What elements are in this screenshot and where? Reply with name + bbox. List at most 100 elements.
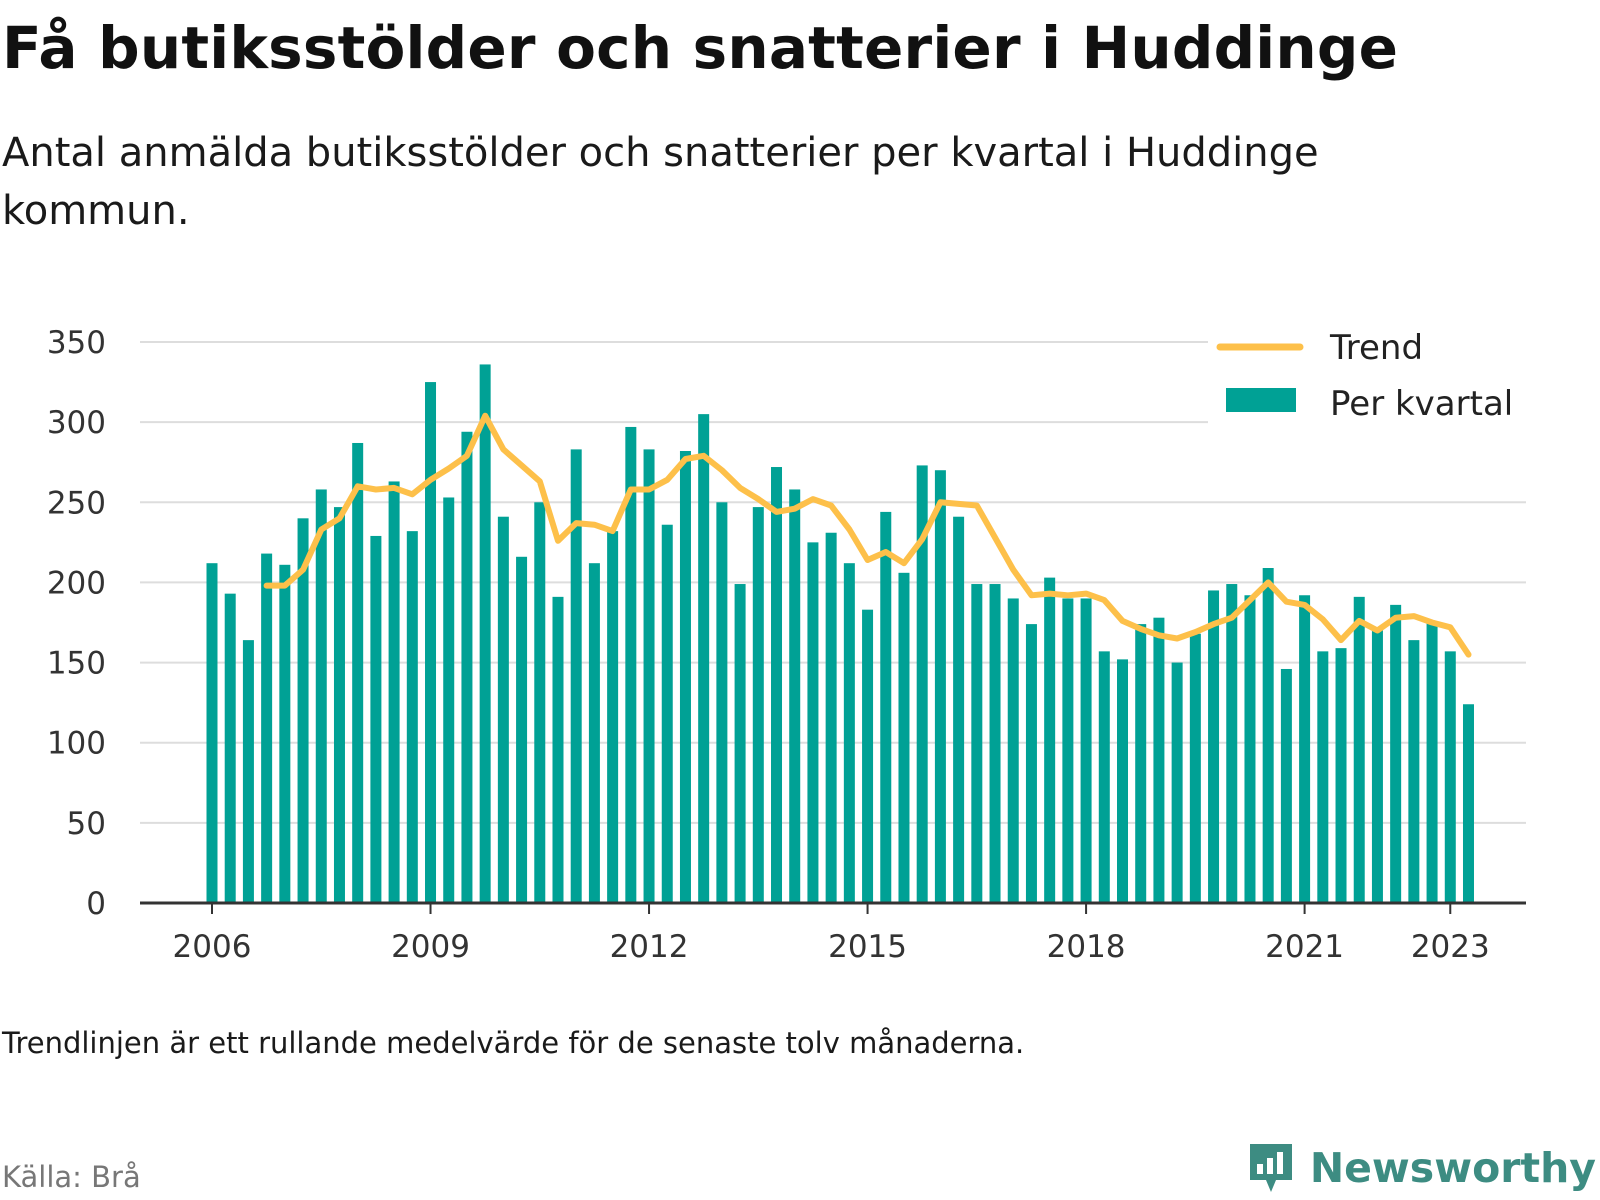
x-tick-label: 2006 <box>173 929 252 965</box>
bar <box>643 449 655 903</box>
bar <box>880 511 892 903</box>
trend-line-layer <box>263 412 1472 658</box>
bar <box>1208 590 1220 903</box>
footnote: Trendlinjen är ett rullande medelvärde f… <box>2 1026 1025 1060</box>
bar <box>242 640 254 903</box>
bar <box>716 502 728 903</box>
bar <box>771 467 783 903</box>
bar <box>516 556 528 903</box>
bar <box>1371 630 1383 903</box>
bar <box>425 382 437 903</box>
bar <box>479 364 491 903</box>
newsworthy-logo-icon <box>1249 1144 1292 1192</box>
bar <box>552 596 564 903</box>
bar <box>898 572 910 903</box>
bar <box>1062 598 1074 903</box>
bar <box>1117 659 1128 903</box>
bar <box>971 584 983 903</box>
bar <box>279 564 291 903</box>
bar <box>1426 622 1438 903</box>
bar <box>1353 596 1365 903</box>
source-label: Källa: Brå <box>2 1160 141 1194</box>
bar <box>352 442 364 903</box>
legend: Trend Per kvartal <box>1208 320 1538 438</box>
bar <box>1262 568 1274 903</box>
bar <box>916 465 928 903</box>
bar <box>1444 651 1456 903</box>
y-tick-label: 50 <box>67 806 106 842</box>
bar <box>206 563 218 903</box>
y-tick-label: 300 <box>47 405 106 441</box>
chart-title: Få butiksstölder och snatterier i Huddin… <box>2 14 1399 82</box>
chart: 0 50 100 150 200 250 300 350 2006 2009 2012 2015 20… <box>47 320 1538 965</box>
bar <box>443 497 455 903</box>
bar <box>497 516 509 903</box>
bar <box>825 532 837 903</box>
bar <box>679 450 691 903</box>
bar <box>989 584 1001 903</box>
bar <box>224 593 236 903</box>
bar <box>1335 648 1347 903</box>
brand-logo: Newsworthy <box>1246 1140 1596 1196</box>
bar <box>534 502 546 903</box>
bar <box>953 516 965 903</box>
bar <box>934 470 946 903</box>
bar <box>661 524 673 903</box>
y-tick-label: 350 <box>47 325 106 361</box>
bar <box>862 609 874 903</box>
bar <box>698 414 710 903</box>
legend-bar-label: Per kvartal <box>1330 384 1513 424</box>
bar <box>607 531 619 903</box>
x-tick-label: 2012 <box>610 929 689 965</box>
bar <box>1317 651 1329 903</box>
bar <box>752 507 764 903</box>
trend-line <box>263 412 1472 658</box>
bar <box>570 449 582 903</box>
bar <box>1244 595 1256 903</box>
bar <box>297 518 309 903</box>
legend-bar-swatch <box>1226 388 1296 412</box>
bar <box>1171 662 1183 903</box>
bar <box>388 481 400 903</box>
x-tick-label: 2018 <box>1047 929 1126 965</box>
bar <box>734 584 746 903</box>
y-axis-ticks: 0 50 100 150 200 250 300 350 <box>47 325 106 922</box>
bar <box>1189 633 1201 903</box>
bar <box>588 563 600 903</box>
bar <box>625 426 637 903</box>
bar <box>1025 624 1037 903</box>
y-tick-label: 200 <box>47 565 106 601</box>
x-axis-ticks: 2006 2009 2012 2015 2018 2021 2023 <box>173 903 1490 965</box>
y-tick-label: 100 <box>47 726 106 762</box>
y-tick-label: 0 <box>86 886 106 922</box>
bar <box>1408 640 1420 903</box>
bar <box>1007 598 1019 903</box>
bar <box>1280 668 1292 903</box>
bar <box>1226 584 1238 903</box>
chart-subtitle: Antal anmälda butiksstölder och snatteri… <box>2 130 1319 234</box>
bar <box>406 531 418 903</box>
bar <box>807 542 819 903</box>
bar <box>461 431 473 903</box>
bar <box>1044 577 1056 903</box>
legend-trend-label: Trend <box>1329 328 1423 368</box>
bar <box>843 563 855 903</box>
bar <box>1390 604 1402 903</box>
x-tick-label: 2009 <box>391 929 470 965</box>
bar <box>1462 704 1474 903</box>
bar <box>1153 617 1165 903</box>
bar <box>1080 598 1092 903</box>
bar <box>1098 651 1110 903</box>
bar <box>789 489 801 903</box>
x-tick-label: 2021 <box>1265 929 1344 965</box>
y-tick-label: 150 <box>47 646 106 682</box>
bars <box>206 364 1474 903</box>
x-tick-label: 2015 <box>828 929 907 965</box>
bar <box>370 535 382 903</box>
legend-background <box>1208 320 1538 438</box>
brand-name: Newsworthy <box>1309 1144 1596 1192</box>
bar <box>261 553 273 903</box>
bar <box>1135 624 1147 903</box>
bar <box>1299 595 1311 903</box>
y-tick-label: 250 <box>47 485 106 521</box>
